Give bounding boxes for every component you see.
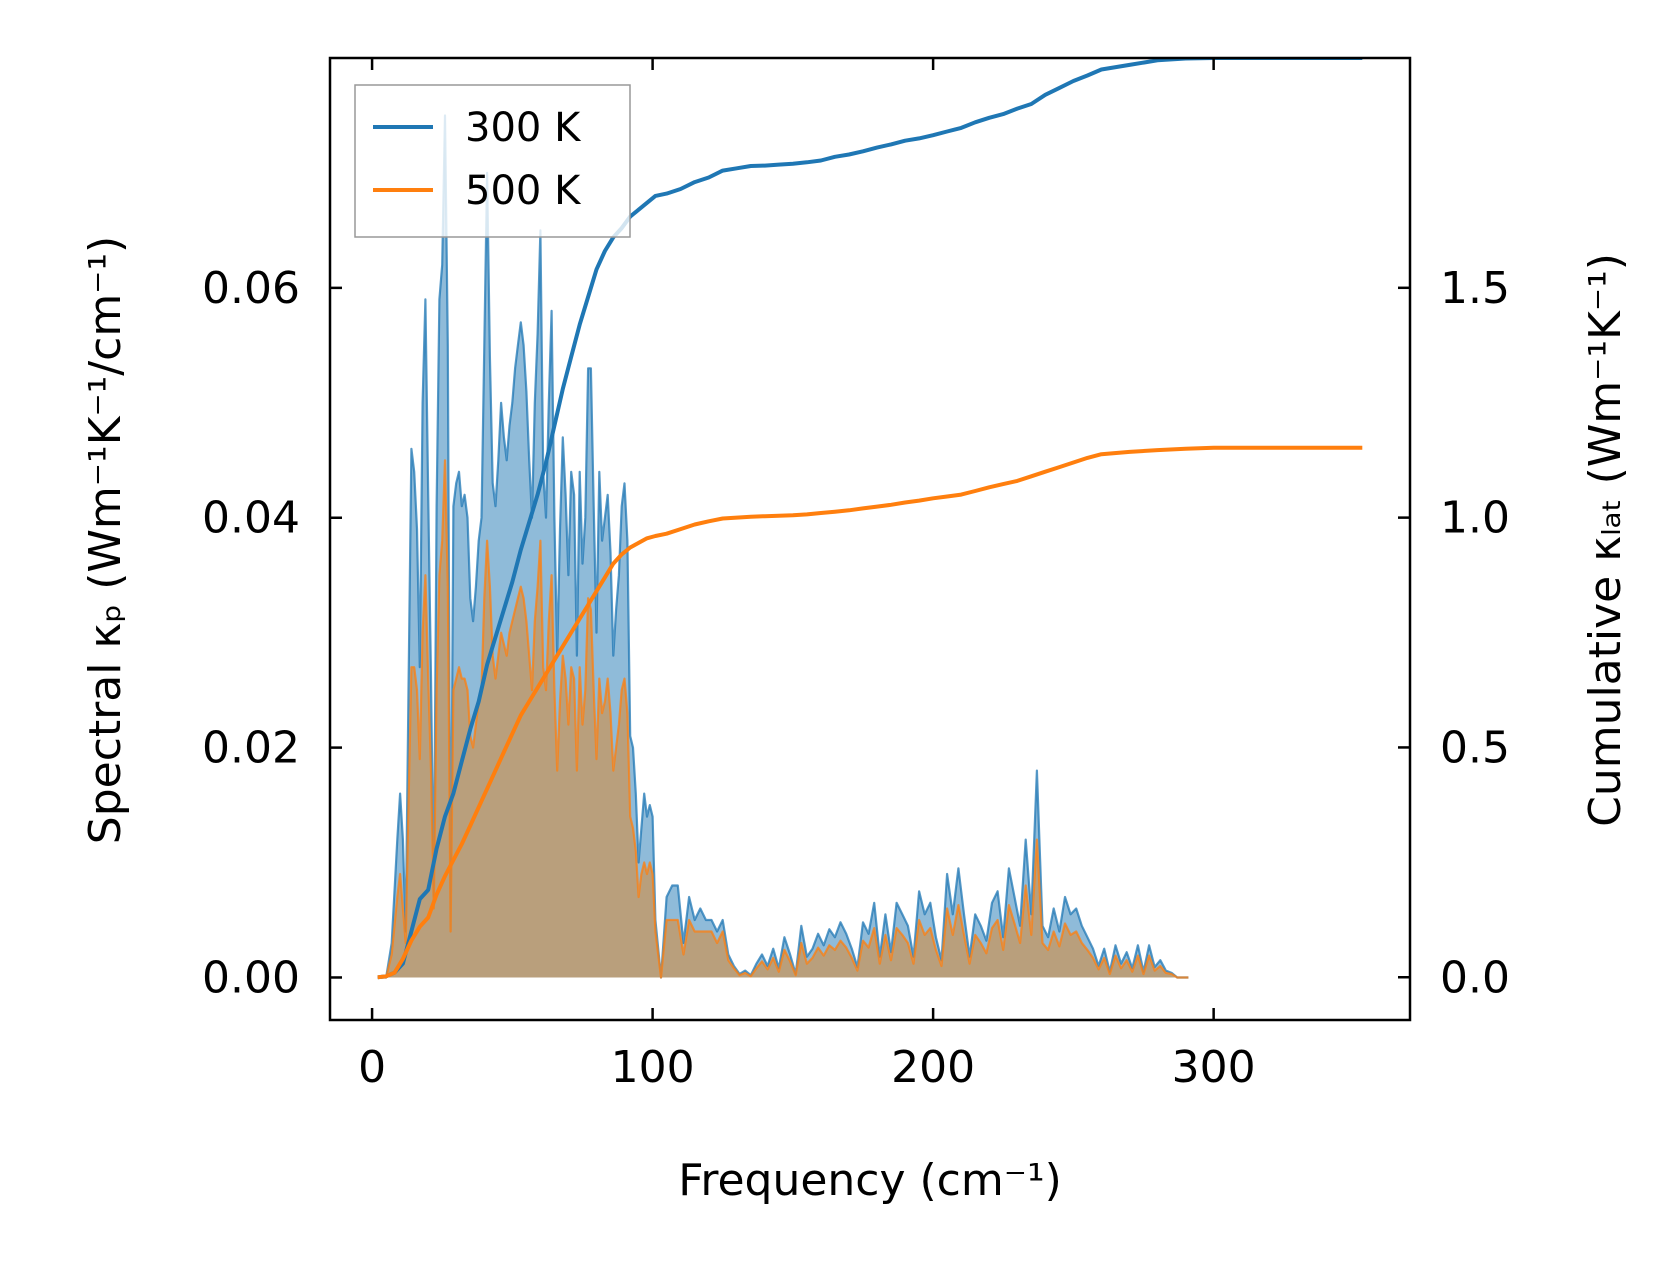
y-right-tick-label: 0.5 [1440, 722, 1510, 773]
cumulative-line-500k [377, 445, 1363, 980]
x-tick-label: 100 [611, 1042, 695, 1093]
y-left-axis-title: Spectral κₚ (Wm⁻¹K⁻¹/cm⁻¹) [80, 236, 131, 844]
legend-label-300k: 300 K [465, 105, 582, 151]
y-right-tick-label: 0.0 [1440, 952, 1510, 1003]
legend-box [354, 84, 631, 238]
y-left-tick-label: 0.04 [202, 493, 300, 544]
x-tick-label: 200 [891, 1042, 975, 1093]
x-axis-title: Frequency (cm⁻¹) [678, 1155, 1062, 1206]
y-right-axis-title: Cumulative κₗₐₜ (Wm⁻¹K⁻¹) [1580, 253, 1631, 827]
series-layer [377, 58, 1363, 980]
y-left-tick-label: 0.02 [202, 723, 300, 774]
legend: 300 K 500 K [354, 84, 631, 238]
y-right-tick-label: 1.0 [1440, 493, 1510, 544]
legend-label-500k: 500 K [465, 168, 582, 214]
y-right-tick-label: 1.5 [1440, 263, 1510, 314]
plot-frame [328, 56, 1412, 1022]
cumulative-line-300k [377, 58, 1363, 980]
y-left-tick-label: 0.00 [202, 952, 300, 1003]
x-tick-label: 0 [358, 1042, 386, 1093]
tick-layer: 0 100 200 300 0.00 0.02 0.04 0.06 0.0 0.5 1.0 1.5 [202, 58, 1510, 1093]
spectral-area-500k [377, 460, 1189, 978]
y-left-tick-label: 0.06 [202, 263, 300, 314]
x-tick-label: 300 [1172, 1042, 1256, 1093]
